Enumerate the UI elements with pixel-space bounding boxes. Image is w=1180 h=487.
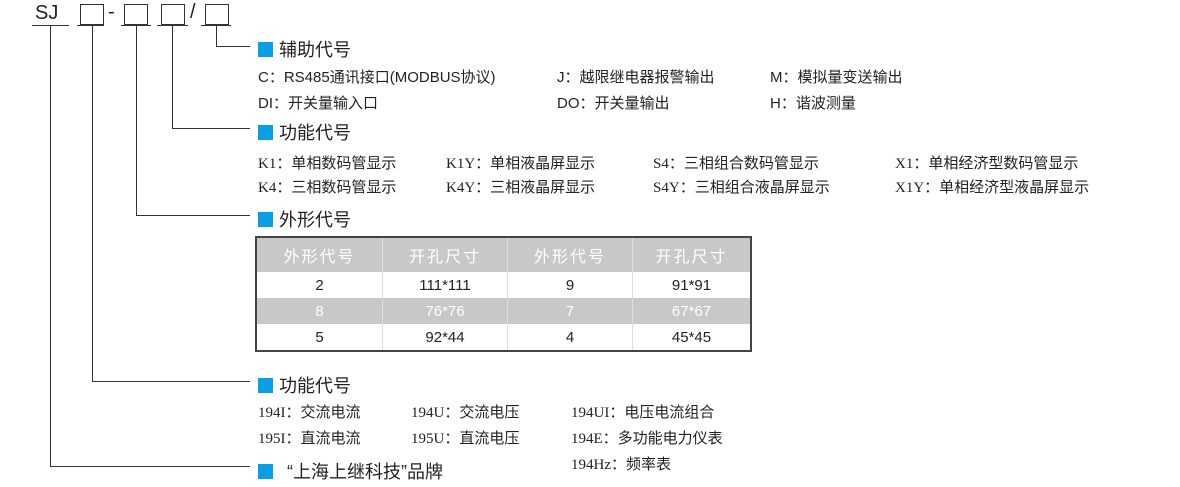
table-header-row: 外形代号 开孔尺寸 外形代号 开孔尺寸 — [255, 237, 751, 272]
aux-item: M：模拟量变送输出 — [770, 69, 903, 86]
code-box-display — [161, 4, 185, 25]
connector — [92, 381, 250, 382]
function-heading: 功能代号 — [258, 372, 351, 398]
connector — [172, 128, 250, 129]
display-item: K4Y：三相液晶屏显示 — [446, 179, 596, 196]
table-row: 8 76*76 7 67*67 — [255, 298, 751, 324]
display-item: X1Y：单相经济型液晶屏显示 — [895, 179, 1090, 196]
display-item: S4Y：三相组合液晶屏显示 — [653, 179, 830, 196]
square-bullet-icon — [258, 212, 273, 227]
connector — [216, 46, 250, 47]
square-bullet-icon — [258, 464, 273, 479]
square-bullet-icon — [258, 378, 273, 393]
square-bullet-icon — [258, 125, 273, 140]
connector — [216, 25, 217, 46]
connector — [50, 25, 51, 466]
table-row: 5 92*44 4 45*45 — [255, 324, 751, 351]
aux-heading: 辅助代号 — [258, 36, 351, 62]
connector — [136, 25, 137, 215]
display-item: K1：单相数码管显示 — [258, 155, 397, 172]
connector — [92, 25, 93, 381]
code-box-function — [80, 4, 104, 25]
function-item: 195I：直流电流 — [258, 430, 361, 447]
function-item: 194U：交流电压 — [411, 404, 520, 421]
connector — [50, 466, 250, 467]
code-box-shape — [124, 4, 148, 25]
table-row: 2 111*111 9 91*91 — [255, 272, 751, 298]
aux-item: C：RS485通讯接口(MODBUS协议) — [258, 69, 496, 86]
aux-item: H：谐波测量 — [770, 95, 856, 112]
display-heading: 功能代号 — [258, 119, 351, 145]
display-item: S4：三相组合数码管显示 — [653, 155, 819, 172]
model-prefix: SJ — [35, 2, 59, 24]
code-box-aux — [205, 4, 229, 25]
function-item: 195U：直流电压 — [411, 430, 520, 447]
display-item: K4：三相数码管显示 — [258, 179, 397, 196]
connector — [136, 215, 250, 216]
function-item: 194I：交流电流 — [258, 404, 361, 421]
connector — [172, 25, 173, 128]
code-dash: - — [108, 1, 115, 23]
function-item: 194E：多功能电力仪表 — [571, 430, 723, 447]
display-item: X1：单相经济型数码管显示 — [895, 155, 1079, 172]
shape-heading: 外形代号 — [258, 206, 351, 232]
function-item: 194Hz：频率表 — [571, 456, 672, 473]
brand-heading: “上海上继科技”品牌 — [258, 458, 443, 484]
aux-item: J：越限继电器报警输出 — [557, 69, 715, 86]
function-item: 194UI：电压电流组合 — [571, 404, 715, 421]
underline — [77, 25, 104, 26]
square-bullet-icon — [258, 42, 273, 57]
display-item: K1Y：单相液晶屏显示 — [446, 155, 596, 172]
aux-item: DI：开关量输入口 — [258, 95, 379, 112]
code-slash: / — [190, 1, 196, 23]
shape-table: 外形代号 开孔尺寸 外形代号 开孔尺寸 2 111*111 9 91*91 8 76*7… — [255, 236, 752, 352]
aux-item: DO：开关量输出 — [557, 95, 670, 112]
